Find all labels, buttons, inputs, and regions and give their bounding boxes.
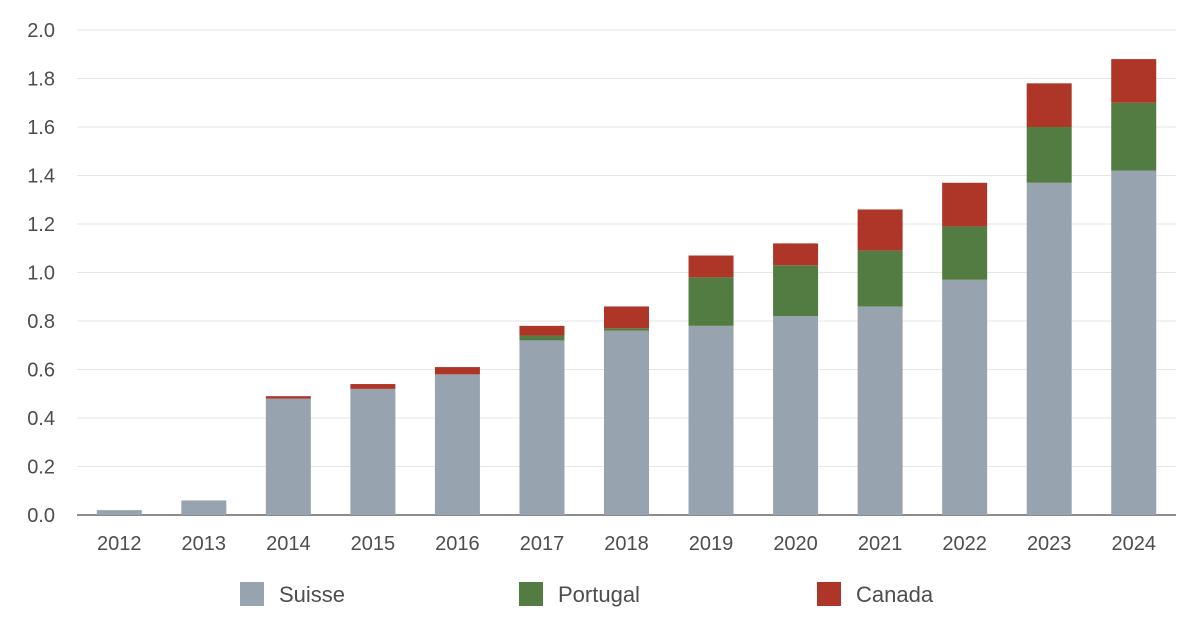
bar-segment-suisse [1111,170,1157,515]
bar-segment-portugal [1111,102,1157,171]
x-tick-label: 2013 [182,533,227,555]
x-tick-label: 2020 [773,533,818,555]
bar-segment-portugal [1026,127,1072,183]
legend-swatch-portugal [519,582,543,606]
x-tick-label: 2019 [689,533,734,555]
x-tick-label: 2023 [1027,533,1072,555]
bar-segment-suisse [181,500,227,515]
bar-segment-portugal [604,328,649,331]
bar-segment-suisse [857,306,903,515]
bar-segment-canada [519,325,565,336]
y-tick-label: 0.6 [27,360,55,382]
bar-segment-suisse [942,279,988,515]
bar-segment-suisse [688,325,734,515]
x-tick-label: 2024 [1111,533,1156,555]
bar-segment-canada [604,306,649,329]
legend-swatch-suisse [240,582,264,606]
x-tick-label: 2022 [942,533,987,555]
bar-segment-canada [1026,83,1072,127]
bar-segment-portugal [942,226,988,280]
bar-segment-portugal [857,250,903,307]
legend-label-suisse: Suisse [279,582,345,607]
bar-segment-suisse [519,340,565,515]
x-tick-label: 2018 [604,533,649,555]
y-tick-label: 1.2 [27,214,55,236]
legend-label-portugal: Portugal [558,582,640,607]
bar-segment-canada [1111,59,1157,103]
x-tick-label: 2017 [520,533,565,555]
bar-segment-suisse [96,510,142,515]
bar-segment-canada [688,255,734,278]
y-tick-label: 0.2 [27,457,55,479]
bar-segment-portugal [773,265,819,317]
bar-segment-suisse [350,388,396,515]
y-tick-label: 2.0 [27,20,55,42]
y-tick-label: 0.8 [27,311,55,333]
x-tick-label: 2021 [858,533,903,555]
legend-label-canada: Canada [856,582,934,607]
y-tick-label: 1.0 [27,263,55,285]
x-tick-label: 2012 [97,533,142,555]
legend-swatch-canada [817,582,841,606]
bar-segment-portugal [688,277,734,326]
bar-segment-canada [265,396,311,399]
y-tick-label: 1.4 [27,166,55,188]
y-tick-label: 1.8 [27,69,55,91]
bar-segment-canada [942,182,988,227]
bar-segment-suisse [265,398,311,515]
x-tick-label: 2016 [435,533,480,555]
bar-segment-suisse [773,316,819,515]
bar-segment-suisse [604,330,649,515]
bar-segment-canada [350,384,396,389]
x-tick-label: 2014 [266,533,311,555]
y-tick-label: 0.4 [27,408,55,430]
bar-segment-suisse [1026,182,1072,515]
x-tick-label: 2015 [351,533,396,555]
bar-segment-portugal [519,335,565,341]
bar-segment-suisse [434,374,480,515]
bar-segment-canada [857,209,903,251]
y-tick-label: 0.0 [27,505,55,527]
bar-segment-canada [773,243,819,266]
y-tick-label: 1.6 [27,117,55,139]
bar-segment-canada [434,367,480,375]
